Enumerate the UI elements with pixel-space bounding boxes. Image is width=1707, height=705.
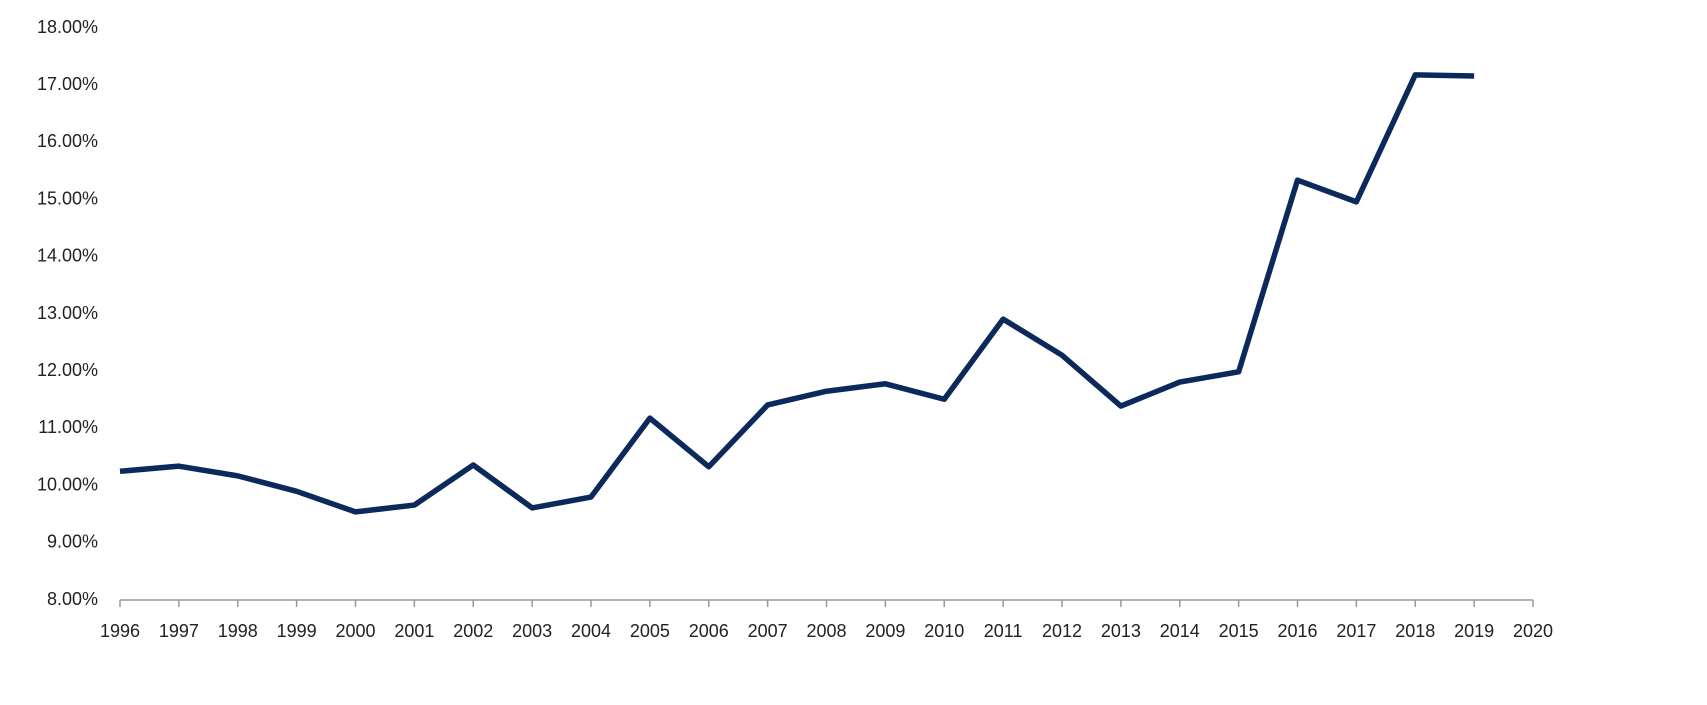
x-tick-label: 2019 [1454,621,1494,641]
x-tick-label: 2004 [571,621,611,641]
x-tick-label: 2008 [806,621,846,641]
x-tick-label: 2017 [1336,621,1376,641]
x-tick-label: 1996 [100,621,140,641]
data-line [119,72,1475,515]
x-tick-label: 2014 [1160,621,1200,641]
x-tick-label: 2018 [1395,621,1435,641]
x-tick-label: 2002 [453,621,493,641]
y-tick-label: 16.00% [37,131,98,151]
x-tick-label: 1999 [277,621,317,641]
y-tick-label: 17.00% [37,74,98,94]
x-tick-label: 1997 [159,621,199,641]
x-tick-label: 2013 [1101,621,1141,641]
y-tick-label: 10.00% [37,474,98,494]
x-tick-label: 1998 [218,621,258,641]
y-tick-label: 14.00% [37,246,98,266]
x-tick-label: 2015 [1219,621,1259,641]
x-tick-label: 2016 [1277,621,1317,641]
x-tick-label: 2011 [984,621,1023,641]
x-tick-label: 2009 [865,621,905,641]
y-tick-label: 9.00% [47,532,98,552]
x-tick-label: 2012 [1042,621,1082,641]
y-tick-label: 12.00% [37,360,98,380]
y-tick-label: 11.00% [38,417,98,437]
x-tick-label: 2020 [1513,621,1553,641]
y-tick-label: 15.00% [37,188,98,208]
y-tick-label: 8.00% [47,589,98,609]
x-tick-label: 2006 [689,621,729,641]
y-tick-label: 18.00% [37,17,98,37]
x-tick-label: 2001 [394,621,434,641]
x-tick-label: 2000 [335,621,375,641]
x-tick-label: 2007 [748,621,788,641]
x-tick-label: 2010 [924,621,964,641]
y-tick-label: 13.00% [37,303,98,323]
x-tick-label: 2005 [630,621,670,641]
x-tick-label: 2003 [512,621,552,641]
